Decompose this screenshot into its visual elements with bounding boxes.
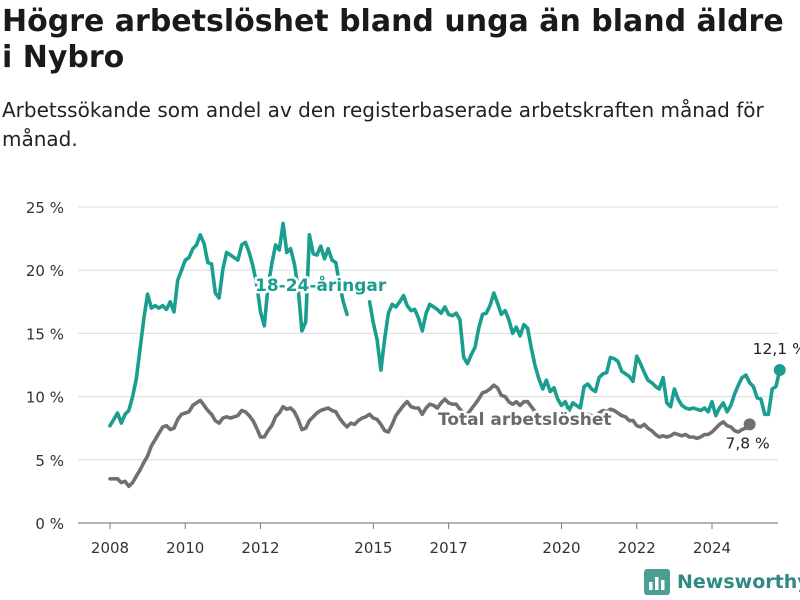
series-line-total [108,383,752,489]
endpoint-dot-youth [773,364,786,377]
x-tick-label: 2020 [542,539,580,557]
series-name-youth: 18-24-åringar [255,274,387,296]
endpoint-dot-total [743,418,756,431]
brand-name: Newsworthy [677,571,800,593]
y-tick-label: 0 % [35,515,64,533]
x-axis: 2008 2010 2012 2015 2017 2020 2022 2024 [91,523,731,557]
newsworthy-logo-icon [644,569,670,595]
x-tick-label: 2015 [354,539,392,557]
x-tick-label: 2012 [241,539,279,557]
series-lines [108,221,786,489]
y-axis: 0 % 5 % 10 % 15 % 20 % 25 % [26,199,64,533]
y-tick-label: 5 % [35,452,64,470]
series-line-youth [367,291,782,418]
chart-subtitle: Arbetssökande som andel av den registerb… [2,98,764,151]
chart-title: Högre arbetslöshet bland unga än bland ä… [2,4,784,75]
brand-logo: Newsworthy [644,569,800,595]
y-tick-label: 25 % [26,199,64,217]
y-tick-label: 20 % [26,262,64,280]
grid-lines [78,206,778,524]
series-name-total: Total arbetslöshet [438,410,612,430]
line-chart: 0 %5 %10 %15 %20 %25 % 2008 2010 2012 2015 2… [26,199,800,557]
x-tick-label: 2017 [430,539,468,557]
x-tick-label: 2010 [166,539,204,557]
end-label-youth: 12,1 % [753,340,800,358]
y-tick-label: 15 % [26,325,64,343]
series-line-youth [108,221,349,428]
x-tick-label: 2008 [91,539,129,557]
x-tick-label: 2024 [693,539,731,557]
y-tick-label: 10 % [26,389,64,407]
x-tick-label: 2022 [618,539,656,557]
end-label-total: 7,8 % [725,434,769,452]
series-labels: 18-24-åringar Total arbetslöshet 12,1 % 7,8… [253,272,800,455]
